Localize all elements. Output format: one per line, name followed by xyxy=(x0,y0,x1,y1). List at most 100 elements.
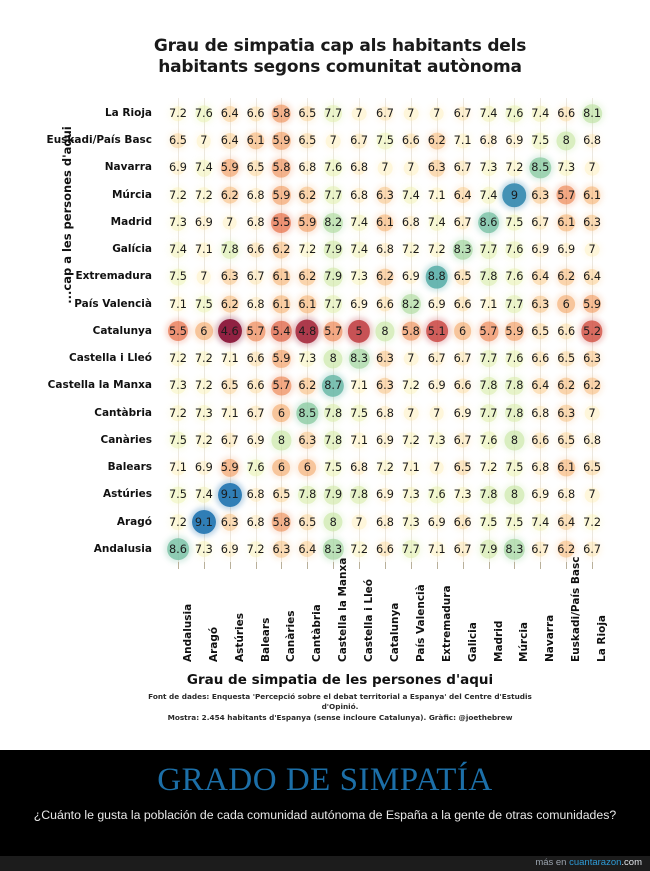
heatmap-cell: 8 xyxy=(320,345,346,372)
heatmap-cell: 7.2 xyxy=(165,400,191,427)
heatmap-bubble xyxy=(429,297,444,312)
heatmap-cell: 7.4 xyxy=(398,182,424,209)
heatmap-value: 7.2 xyxy=(583,515,602,529)
heatmap-value: 5.8 xyxy=(401,324,420,338)
heatmap-cell: 7.5 xyxy=(372,127,398,154)
heatmap-cell: 7.3 xyxy=(476,154,502,181)
heatmap-bubble xyxy=(558,432,574,449)
heatmap-value: 7.2 xyxy=(194,433,213,447)
heatmap-cell: 6.8 xyxy=(398,209,424,236)
heatmap-cell: 6 xyxy=(269,454,295,481)
heatmap-value: 8 xyxy=(562,134,570,148)
heatmap-cell: 6.7 xyxy=(450,536,476,563)
footer-credit[interactable]: más en cuantarazon.com xyxy=(535,857,642,868)
heatmap-value: 7.3 xyxy=(401,515,420,529)
axis-tick xyxy=(255,562,257,569)
heatmap-value: 7 xyxy=(588,406,596,420)
heatmap-value: 6.5 xyxy=(531,324,550,338)
heatmap-value: 5.5 xyxy=(272,215,291,229)
heatmap-bubble xyxy=(298,295,317,313)
heatmap-value: 5.7 xyxy=(272,379,291,393)
bottom-banner: GRADO DE SIMPATÍA ¿Cuánto le gusta la po… xyxy=(0,750,650,871)
heatmap-cell: 7.6 xyxy=(424,481,450,508)
table-row: 8.6 7.3 6.9 7.2 6.3 6.4 8.3 7.2 6.6 7.7 7.1 6.7 7.9 8… xyxy=(165,536,605,563)
heatmap-value: 6.1 xyxy=(246,134,265,148)
heatmap-value: 7 xyxy=(588,488,596,502)
axis-tick xyxy=(177,562,179,569)
heatmap-cell: 7.2 xyxy=(191,372,217,399)
heatmap-cell: 6.5 xyxy=(165,127,191,154)
heatmap-bubble xyxy=(556,131,576,151)
heatmap-bubble xyxy=(505,322,524,341)
heatmap-bubble xyxy=(298,458,317,477)
heatmap-value: 6.6 xyxy=(246,352,265,366)
heatmap-bubble xyxy=(248,106,264,122)
x-axis-caption: Grau de simpatia de les persones d'aqui xyxy=(186,672,494,688)
heatmap-cell: 6.3 xyxy=(553,400,579,427)
heatmap-bubble xyxy=(221,105,238,122)
heatmap-bubble xyxy=(248,405,263,421)
heatmap-value: 7.4 xyxy=(427,215,446,229)
heatmap-bubble xyxy=(479,240,498,259)
heatmap-value: 7.7 xyxy=(324,297,343,311)
heatmap-cell: 8.6 xyxy=(165,536,191,563)
heatmap-bubble xyxy=(582,103,602,124)
column-label: País Valencià xyxy=(414,584,427,662)
heatmap-value: 7.6 xyxy=(246,461,265,475)
heatmap-value: 6.4 xyxy=(220,134,239,148)
heatmap-bubble xyxy=(170,405,186,421)
heatmap-value: 9.1 xyxy=(194,515,213,529)
heatmap-bubble xyxy=(505,241,524,259)
heatmap-cell: 6.1 xyxy=(269,291,295,318)
heatmap-cell: 7.2 xyxy=(294,236,320,263)
heatmap-bubble xyxy=(170,187,186,204)
heatmap-bubble xyxy=(170,460,186,476)
heatmap-bubble xyxy=(324,104,343,123)
heatmap-bubble xyxy=(299,133,316,149)
heatmap-bubble xyxy=(221,186,239,204)
heatmap-cell: 7.7 xyxy=(320,182,346,209)
heatmap-bubble xyxy=(505,404,524,423)
heatmap-cell: 6.3 xyxy=(372,345,398,372)
heatmap-bubble xyxy=(169,241,187,258)
heatmap-bubble xyxy=(532,351,548,367)
heatmap-value: 7.8 xyxy=(350,488,369,502)
heatmap-bubble xyxy=(377,160,393,176)
heatmap-value: 5.9 xyxy=(583,297,602,311)
heatmap-bubble xyxy=(324,459,342,477)
heatmap-cell: 5.9 xyxy=(269,345,295,372)
heatmap-value: 8.3 xyxy=(453,243,472,257)
heatmap-bubble xyxy=(324,295,343,314)
heatmap-bubble xyxy=(377,459,393,476)
heatmap-value: 6.9 xyxy=(194,461,213,475)
heatmap-bubble xyxy=(220,240,239,259)
heatmap-bubble xyxy=(350,485,369,504)
heatmap-bubble xyxy=(377,515,393,530)
heatmap-bubble xyxy=(479,485,498,504)
heatmap-bubble xyxy=(195,405,212,422)
heatmap-bubble xyxy=(299,350,316,367)
heatmap-cell: 7 xyxy=(424,454,450,481)
heatmap-bubble xyxy=(479,431,498,450)
heatmap-value: 6.9 xyxy=(557,243,576,257)
heatmap-cell: 6.5 xyxy=(579,454,605,481)
heatmap-bubble xyxy=(298,485,317,504)
heatmap-value: 6.7 xyxy=(220,433,239,447)
heatmap-value: 6.3 xyxy=(220,270,239,284)
heatmap-bubble xyxy=(221,295,239,313)
heatmap-bubble xyxy=(352,160,367,176)
heatmap-value: 5.8 xyxy=(272,515,291,529)
heatmap-cell: 7.4 xyxy=(346,236,372,263)
heatmap-cell: 7.8 xyxy=(294,481,320,508)
heatmap-cell: 7.6 xyxy=(501,263,527,290)
heatmap-cell: 7.2 xyxy=(501,154,527,181)
heatmap-cell: 6.6 xyxy=(243,345,269,372)
heatmap-bubble xyxy=(480,459,497,476)
heatmap-bubble xyxy=(323,321,343,342)
heatmap-bubble xyxy=(559,487,574,502)
row-label: Catalunya xyxy=(92,324,152,337)
heatmap-cell: 6.5 xyxy=(294,509,320,536)
heatmap-cell: 5.9 xyxy=(501,318,527,345)
heatmap-bubble xyxy=(248,269,263,285)
heatmap-cell: 5.7 xyxy=(269,372,295,399)
